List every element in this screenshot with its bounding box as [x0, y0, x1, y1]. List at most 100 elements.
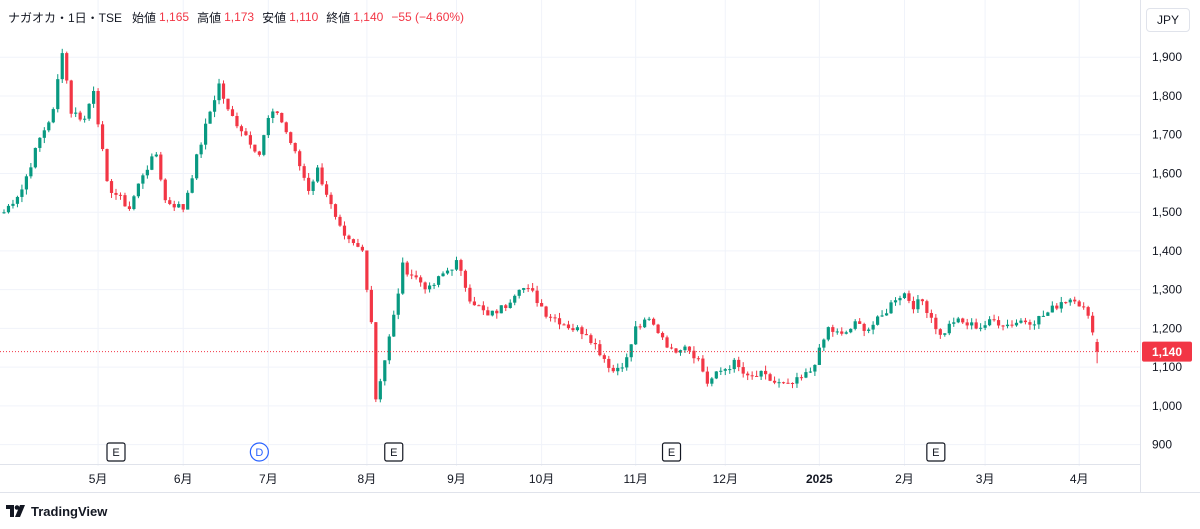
candle-body: [56, 79, 60, 110]
candle: [678, 349, 683, 356]
candle-body: [1023, 320, 1028, 323]
candle: [540, 299, 544, 307]
candle-body: [320, 167, 324, 185]
candle: [195, 153, 199, 180]
symbol-title[interactable]: ナガオカ・1日・TSE: [8, 10, 123, 25]
symbol-legend: ナガオカ・1日・TSE 始値 1,165 高値 1,173 安値 1,110 終…: [8, 6, 467, 28]
candle-body: [311, 181, 315, 191]
earnings-marker[interactable]: E: [106, 442, 126, 462]
candle: [1005, 319, 1010, 329]
earnings-marker-label: E: [112, 447, 119, 459]
candle-body: [472, 301, 476, 306]
candle-body: [401, 262, 405, 294]
candle-body: [195, 154, 199, 179]
x-tick-label: 10月: [529, 472, 554, 486]
candle-body: [759, 370, 763, 377]
y-tick-label: 900: [1152, 438, 1172, 452]
y-tick-label: 1,900: [1152, 50, 1182, 64]
candle-body: [710, 378, 714, 384]
x-tick-label: 6月: [174, 472, 193, 486]
candle: [929, 309, 933, 323]
candle: [849, 328, 853, 334]
candle: [387, 334, 391, 365]
candle: [42, 127, 46, 144]
candle: [746, 371, 750, 381]
candle: [374, 322, 378, 403]
candle-body: [943, 333, 947, 335]
candle: [1055, 303, 1059, 311]
candle: [145, 165, 149, 179]
candle-body: [280, 112, 284, 123]
candle: [669, 343, 674, 350]
candle: [611, 364, 615, 373]
candle-body: [1064, 302, 1068, 304]
currency-button[interactable]: JPY: [1146, 8, 1190, 32]
candle-body: [248, 135, 252, 145]
candle-body: [652, 318, 656, 325]
candle-body: [275, 111, 279, 113]
x-tick-label: 9月: [447, 472, 466, 486]
candle-body: [342, 225, 347, 236]
candle: [454, 256, 459, 271]
candle: [1019, 318, 1023, 324]
earnings-marker[interactable]: E: [926, 442, 946, 462]
candle-body: [970, 322, 974, 326]
earnings-marker[interactable]: E: [661, 442, 682, 462]
candle: [934, 314, 938, 335]
candle-body: [996, 320, 1001, 326]
grid-lines: [0, 0, 1140, 466]
candle: [392, 310, 396, 337]
candle-body: [109, 181, 114, 193]
candle-body: [42, 130, 46, 138]
candle: [786, 378, 790, 384]
candle-body: [849, 328, 853, 333]
candle-body: [764, 370, 768, 375]
candle-body: [1005, 324, 1010, 327]
candle: [432, 283, 436, 289]
candle-body: [333, 204, 338, 217]
candle: [665, 335, 669, 349]
close-value: 1,140: [353, 10, 384, 24]
candle: [517, 289, 521, 299]
tradingview-logo[interactable]: TradingView: [6, 502, 107, 520]
candle-body: [378, 381, 382, 400]
x-tick-label: 5月: [89, 472, 108, 486]
candle: [652, 317, 656, 326]
candle: [871, 321, 875, 335]
candle-body: [271, 111, 275, 118]
candle: [799, 374, 804, 381]
open-value: 1,165: [159, 10, 190, 24]
x-tick-label: 2月: [895, 472, 914, 486]
candle-body: [840, 331, 844, 334]
candle-body: [876, 316, 880, 325]
candle: [884, 308, 889, 316]
dividend-marker[interactable]: D: [249, 442, 269, 462]
candle-body: [956, 318, 960, 323]
candle-body: [1014, 322, 1019, 326]
candle: [1091, 312, 1095, 336]
candle: [253, 144, 257, 153]
candle-body: [804, 372, 808, 378]
candle: [898, 295, 902, 306]
candle: [992, 314, 996, 322]
candle: [289, 131, 293, 145]
candle: [450, 269, 454, 276]
candle-body: [867, 329, 871, 331]
earnings-marker[interactable]: E: [384, 442, 404, 462]
candle: [316, 164, 320, 183]
candle-body: [513, 295, 517, 303]
candle-body: [687, 346, 692, 351]
candle-body: [1082, 306, 1086, 308]
candle-body: [1050, 305, 1054, 313]
candle-body: [289, 132, 293, 143]
low-value: 1,110: [289, 10, 319, 24]
candle: [826, 326, 830, 342]
candle-body: [212, 100, 217, 112]
dividend-marker-circle: [249, 442, 269, 462]
candle-body: [356, 243, 360, 247]
candle: [504, 304, 508, 312]
candle-body: [230, 109, 235, 116]
candle-body: [1073, 299, 1077, 302]
